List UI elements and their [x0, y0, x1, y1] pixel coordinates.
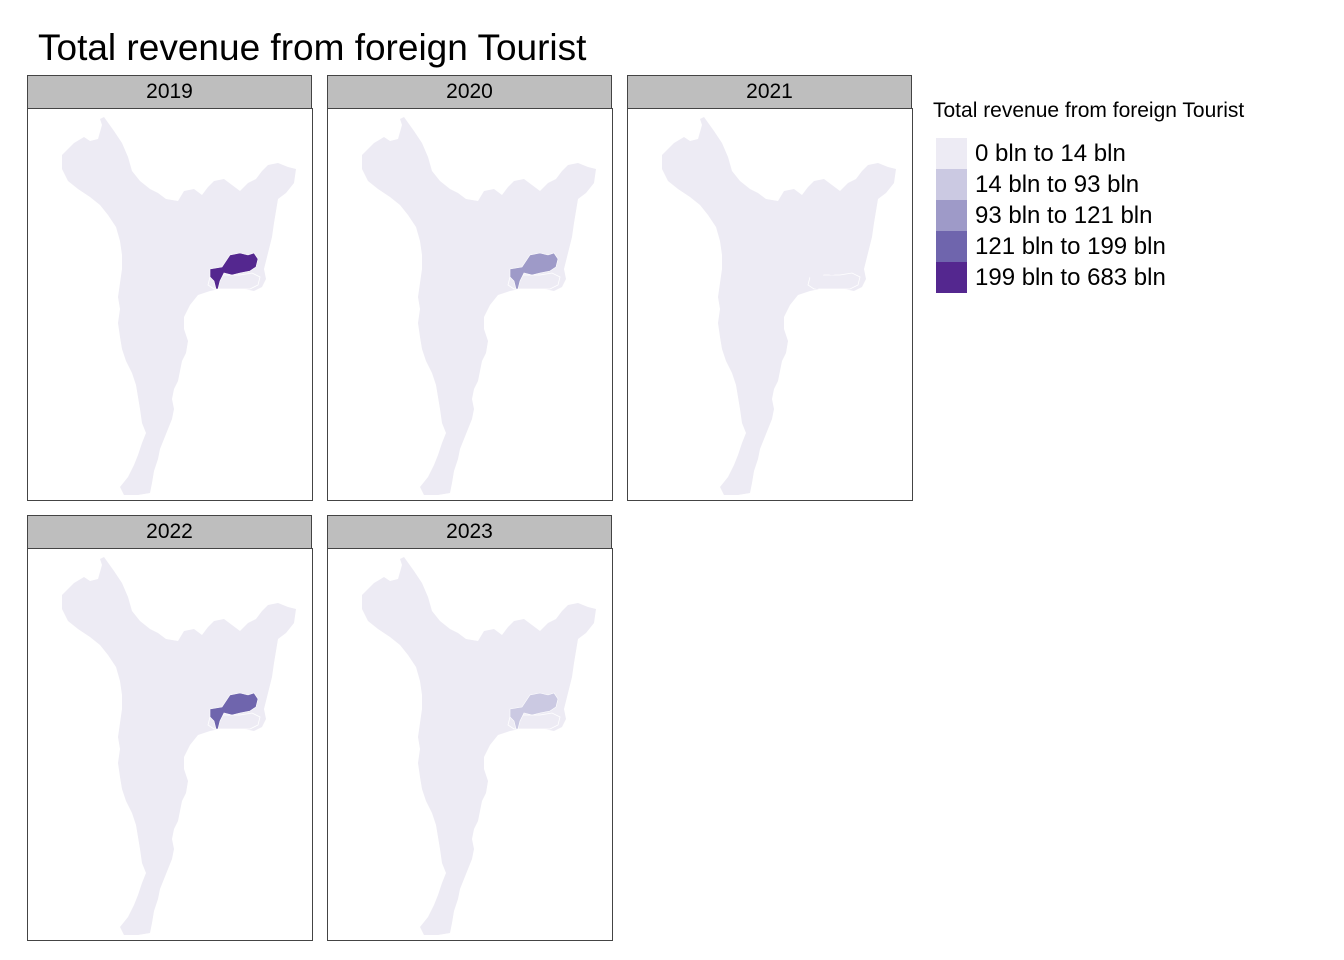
- panel-2023: 2023: [327, 515, 613, 941]
- panel-2019: 2019: [27, 75, 313, 501]
- map-region-outline: [362, 557, 596, 935]
- panel-strip-label: 2019: [27, 75, 312, 109]
- legend: Total revenue from foreign Tourist 0 bln…: [933, 98, 1244, 293]
- map-title: Total revenue from foreign Tourist: [38, 27, 587, 68]
- legend-swatch: [936, 231, 967, 262]
- legend-title: Total revenue from foreign Tourist: [933, 99, 1245, 122]
- map-region-highlight: [809, 252, 859, 290]
- legend-item: 121 bln to 199 bln: [933, 231, 1244, 262]
- map-canvas: [662, 117, 896, 495]
- panel-strip-label: 2020: [327, 75, 612, 109]
- panel-strip-label: 2022: [27, 515, 312, 549]
- map-canvas: [362, 557, 596, 935]
- map-region-highlight: [509, 692, 559, 730]
- panel-2022: 2022: [27, 515, 313, 941]
- map-frame: [27, 108, 313, 501]
- map-frame: [327, 548, 613, 941]
- map-region-outline: [662, 117, 896, 495]
- legend-item: 14 bln to 93 bln: [933, 169, 1244, 200]
- legend-item: 93 bln to 121 bln: [933, 200, 1244, 231]
- legend-swatch: [936, 169, 967, 200]
- legend-label: 14 bln to 93 bln: [975, 171, 1140, 198]
- panel-2021: 2021: [627, 75, 913, 501]
- map-region-outline: [362, 117, 596, 495]
- legend-swatch: [936, 262, 967, 293]
- legend-label: 199 bln to 683 bln: [975, 264, 1166, 291]
- map-frame: [27, 548, 313, 941]
- legend-item: 199 bln to 683 bln: [933, 262, 1244, 293]
- legend-item: 0 bln to 14 bln: [933, 138, 1244, 169]
- legend-swatch: [936, 200, 967, 231]
- map-canvas: [362, 117, 596, 495]
- panel-strip-label: 2023: [327, 515, 612, 549]
- panel-strip-label: 2021: [627, 75, 912, 109]
- map-region-highlight: [209, 692, 259, 730]
- map-canvas: [62, 557, 296, 935]
- map-region-highlight: [209, 252, 259, 290]
- legend-label: 93 bln to 121 bln: [975, 202, 1153, 229]
- panel-2020: 2020: [327, 75, 613, 501]
- map-frame: [627, 108, 913, 501]
- map-frame: [327, 108, 613, 501]
- legend-swatch: [936, 138, 967, 169]
- map-region-highlight: [509, 252, 559, 290]
- map-region-outline: [62, 117, 296, 495]
- legend-label: 0 bln to 14 bln: [975, 140, 1126, 167]
- map-canvas: [62, 117, 296, 495]
- map-region-outline: [62, 557, 296, 935]
- legend-label: 121 bln to 199 bln: [975, 233, 1166, 260]
